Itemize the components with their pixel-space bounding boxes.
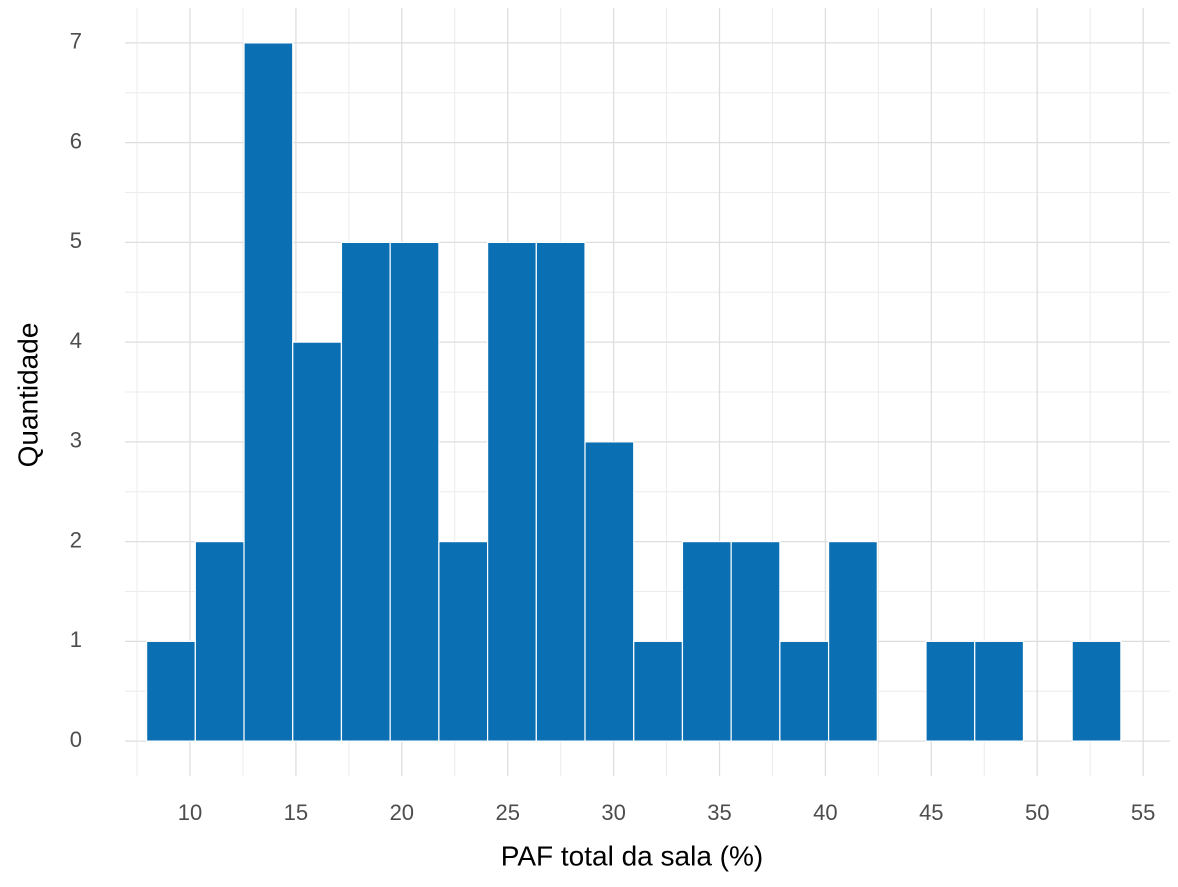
x-tick-label: 35	[707, 800, 731, 825]
y-axis-title: Quantidade	[12, 323, 43, 468]
x-tick-label: 15	[284, 800, 308, 825]
bar	[389, 241, 440, 742]
bar	[974, 640, 1025, 742]
bar	[438, 541, 489, 742]
y-tick-label: 2	[70, 527, 82, 552]
x-tick-label: 50	[1025, 800, 1049, 825]
x-tick-label: 10	[178, 800, 202, 825]
y-tick-label: 1	[70, 627, 82, 652]
bar	[243, 42, 294, 742]
y-tick-label: 3	[70, 428, 82, 453]
x-tick-label: 45	[919, 800, 943, 825]
bar	[486, 241, 537, 742]
y-tick-label: 5	[70, 228, 82, 253]
x-tick-label: 20	[390, 800, 414, 825]
bar	[584, 441, 635, 742]
x-tick-label: 30	[601, 800, 625, 825]
bar	[1071, 640, 1122, 742]
bar	[730, 541, 781, 742]
y-tick-label: 0	[70, 727, 82, 752]
x-tick-label: 40	[813, 800, 837, 825]
bar	[535, 241, 586, 742]
y-tick-label: 7	[70, 29, 82, 54]
bar	[292, 341, 343, 742]
x-tick-label: 55	[1131, 800, 1155, 825]
bar	[827, 541, 878, 742]
x-tick-label: 25	[495, 800, 519, 825]
bar	[146, 640, 196, 742]
x-axis-title: PAF total da sala (%)	[501, 840, 763, 871]
bar	[633, 640, 684, 742]
y-tick-label: 4	[70, 328, 82, 353]
y-tick-label: 6	[70, 128, 82, 153]
bar	[194, 541, 245, 742]
bar	[340, 241, 391, 742]
bar	[779, 640, 830, 742]
bar	[925, 640, 976, 742]
bar	[681, 541, 732, 742]
